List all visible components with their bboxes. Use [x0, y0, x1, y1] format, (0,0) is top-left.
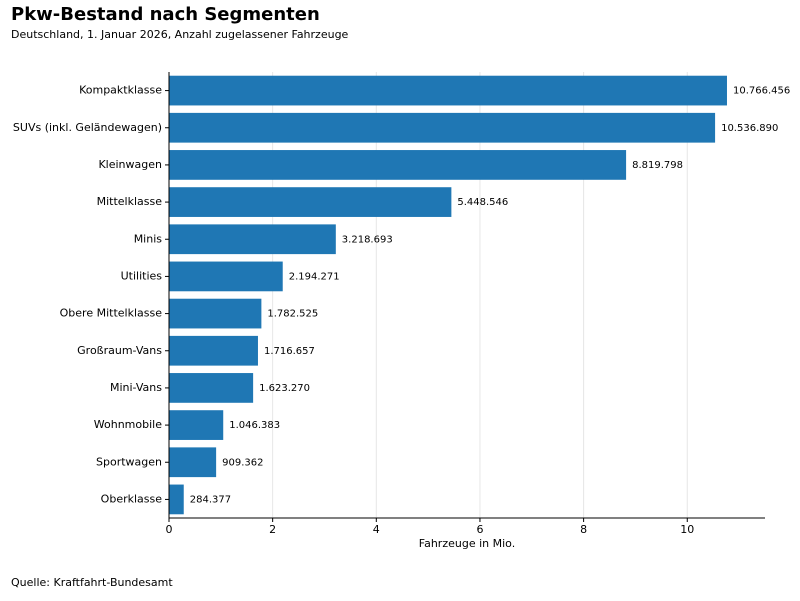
chart-subtitle: Deutschland, 1. Januar 2026, Anzahl zuge… — [11, 28, 349, 41]
bar — [169, 224, 336, 255]
y-tick-label: Obere Mittelklasse — [60, 307, 163, 320]
bar — [169, 298, 262, 329]
value-label: 10.536.890 — [721, 123, 778, 134]
chart-title: Pkw-Bestand nach Segmenten — [11, 4, 320, 25]
value-label: 5.448.546 — [457, 197, 508, 208]
bar — [169, 335, 258, 366]
y-tick-label: Mini-Vans — [110, 381, 162, 394]
y-tick-label: Utilities — [121, 269, 163, 282]
bar — [169, 112, 716, 143]
bar — [169, 150, 627, 180]
value-label: 909.362 — [222, 457, 263, 468]
x-tick-label: 2 — [269, 523, 276, 536]
y-tick-label: Oberklasse — [101, 492, 163, 505]
y-tick-label: Kleinwagen — [98, 158, 162, 171]
value-label: 3.218.693 — [342, 234, 393, 245]
bar — [169, 373, 254, 403]
bar — [169, 75, 727, 106]
bar — [169, 261, 283, 292]
x-axis-label: Fahrzeuge in Mio. — [419, 537, 515, 550]
value-label: 1.716.657 — [264, 346, 315, 357]
x-tick-label: 6 — [476, 523, 483, 536]
y-tick-label: SUVs (inkl. Geländewagen) — [13, 121, 162, 134]
x-tick-label: 4 — [373, 523, 380, 536]
x-tick-label: 0 — [166, 523, 173, 536]
value-label: 1.782.525 — [267, 309, 318, 320]
value-label: 2.194.271 — [289, 271, 340, 282]
bar — [169, 484, 184, 515]
value-label: 1.046.383 — [229, 420, 280, 431]
y-tick-label: Mittelklasse — [97, 195, 163, 208]
value-label: 284.377 — [190, 494, 231, 505]
bar — [169, 410, 224, 440]
value-label: 1.623.270 — [259, 383, 310, 394]
y-tick-label: Kompaktklasse — [79, 84, 162, 97]
y-tick-label: Sportwagen — [96, 455, 162, 468]
bar — [169, 447, 217, 478]
y-tick-label: Minis — [134, 232, 163, 245]
y-tick-label: Großraum-Vans — [77, 344, 162, 357]
bar — [169, 187, 452, 217]
value-label: 8.819.798 — [632, 160, 683, 171]
value-label: 10.766.456 — [733, 86, 790, 97]
x-tick-label: 8 — [580, 523, 587, 536]
source: Quelle: Kraftfahrt-Bundesamt — [11, 576, 173, 589]
x-tick-label: 10 — [680, 523, 694, 536]
y-tick-label: Wohnmobile — [94, 418, 162, 431]
